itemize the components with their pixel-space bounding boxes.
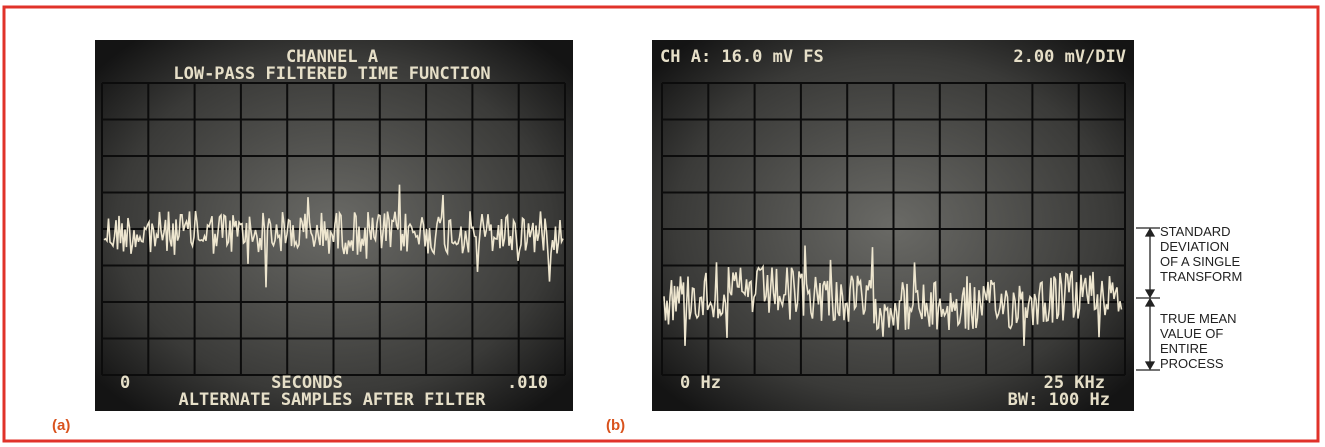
frame (2, 5, 1320, 443)
screen-header-right: 2.00 mV/DIV (1013, 47, 1126, 67)
annotation-arrows (1136, 227, 1160, 371)
x-end: .010 (507, 373, 548, 393)
annotation-line: STANDARD (1160, 224, 1231, 239)
panel-label: (a) (52, 417, 70, 434)
x-end: 25 KHz (1044, 373, 1105, 393)
x-unit: SECONDS (271, 373, 343, 393)
trace-a (103, 184, 564, 288)
panel-label: (b) (606, 417, 625, 434)
screen-subtitle: LOW-PASS FILTERED TIME FUNCTION (173, 64, 490, 84)
annotation-line: TRUE MEAN (1160, 311, 1237, 326)
screen-title: CHANNEL A (286, 47, 378, 67)
x-start: 0 Hz (680, 373, 721, 393)
annotation-line: OF A SINGLE (1160, 254, 1241, 269)
trace-b (663, 245, 1123, 346)
grid-b (661, 82, 1126, 376)
screen-footer: ALTERNATE SAMPLES AFTER FILTER (178, 390, 486, 410)
annotation-line: DEVIATION (1160, 239, 1229, 254)
annotation-line: TRANSFORM (1160, 269, 1242, 284)
grid-a (101, 82, 566, 376)
x-start: 0 (120, 373, 130, 393)
screen-header-left: CH A: 16.0 mV FS (660, 47, 824, 67)
screen-footer: BW: 100 Hz (1008, 390, 1110, 410)
annotation-line: ENTIRE (1160, 341, 1208, 356)
annotation-line: PROCESS (1160, 356, 1224, 371)
annotation-line: VALUE OF (1160, 326, 1223, 341)
